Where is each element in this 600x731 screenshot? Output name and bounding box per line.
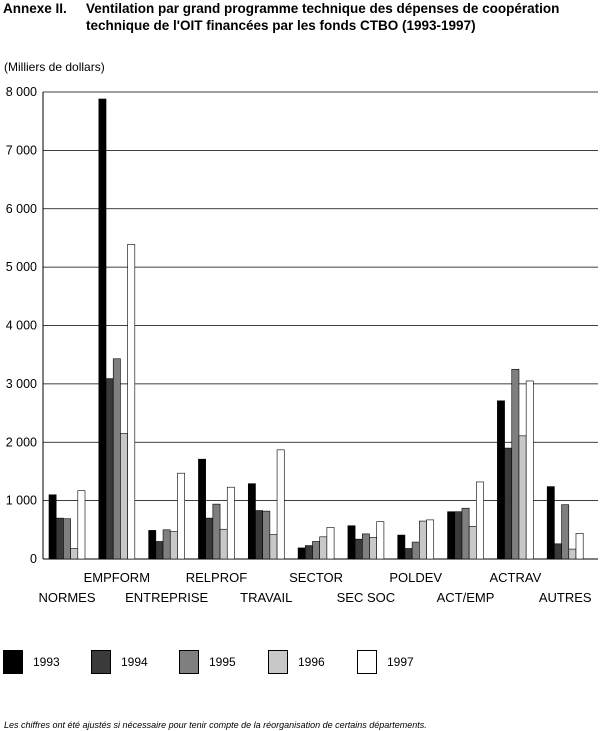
x-category-label: EMPFORM [84, 570, 150, 585]
bar-1993-normes [48, 494, 57, 560]
legend: 1993 1994 1995 1996 1997 [0, 650, 600, 680]
bar-1995-normes [63, 518, 71, 560]
legend-swatch [179, 650, 199, 674]
bar-1997-sector [326, 527, 335, 560]
legend-label: 1993 [33, 655, 60, 669]
bar-1996-empform [120, 433, 128, 560]
x-category-label: ENTREPRISE [125, 590, 208, 605]
x-category-label: POLDEV [389, 570, 442, 585]
x-category-label: NORMES [38, 590, 95, 605]
bar-1997-actrav [525, 380, 534, 560]
bar-1993-travail [247, 483, 256, 560]
bar-1996-sec-soc [369, 537, 378, 560]
bar-1997-autres [575, 533, 584, 560]
bar-1997-act-emp [476, 481, 484, 560]
bar-1996-act-emp [468, 526, 477, 560]
bar-1997-entreprise [177, 472, 185, 560]
legend-swatch [268, 650, 288, 674]
bar-1994-empform [105, 378, 114, 560]
bar-1995-sec-soc [362, 533, 370, 560]
bar-1994-entreprise [155, 541, 164, 560]
y-tick-label: 1 000 [6, 494, 37, 508]
bar-1994-act-emp [454, 511, 463, 560]
bar-1993-sec-soc [347, 525, 356, 560]
bar-1994-travail [255, 510, 263, 560]
legend-label: 1995 [209, 655, 236, 669]
bar-1994-autres [554, 543, 562, 560]
bar-1996-relprof [219, 528, 228, 560]
y-tick-label: 2 000 [6, 435, 37, 449]
x-category-label: AUTRES [539, 590, 592, 605]
bar-1997-empform [127, 244, 136, 560]
bar-1993-empform [98, 98, 107, 560]
bar-1996-sector [319, 536, 328, 560]
bar-1995-empform [112, 358, 121, 560]
bar-1993-entreprise [148, 530, 157, 560]
bar-1994-actrav [504, 447, 513, 560]
bar-1996-actrav [518, 435, 527, 560]
x-category-label: TRAVAIL [240, 590, 292, 605]
bar-chart: 0 1 000 2 000 3 000 4 000 5 000 6 000 7 000 8 00… [6, 85, 598, 605]
bar-1995-entreprise [162, 529, 171, 560]
bar-1995-actrav [511, 368, 520, 560]
footnote: Les chiffres ont été ajustés si nécessai… [4, 720, 427, 730]
bar-1993-autres [546, 486, 555, 560]
y-tick-label: 6 000 [6, 202, 37, 216]
annex-label: Annexe II. [3, 1, 67, 16]
x-category-label: SEC SOC [337, 590, 396, 605]
y-tick-label: 8 000 [6, 85, 37, 99]
x-category-label: ACT/EMP [437, 590, 495, 605]
bar-1997-poldev [426, 519, 435, 560]
bar-1997-relprof [226, 486, 235, 560]
bar-1993-sector [297, 547, 306, 560]
bar-1994-poldev [404, 548, 413, 560]
legend-label: 1996 [298, 655, 325, 669]
bar-1997-sec-soc [376, 521, 385, 560]
bar-1996-poldev [419, 520, 427, 560]
bar-1996-autres [568, 548, 577, 560]
bar-1995-autres [561, 504, 570, 560]
bar-1993-relprof [198, 458, 206, 560]
chart-title: Ventilation par grand programme techniqu… [86, 1, 560, 33]
y-tick-label: 7 000 [6, 143, 37, 157]
bar-1994-sector [304, 545, 313, 560]
legend-swatch [3, 650, 23, 674]
bar-1997-normes [77, 490, 86, 560]
y-axis-unit-label: (Milliers de dollars) [4, 60, 105, 74]
y-tick-label: 3 000 [6, 377, 37, 391]
bar-1995-poldev [411, 541, 420, 560]
bar-1994-sec-soc [354, 538, 363, 560]
x-category-label: RELPROF [186, 570, 247, 585]
x-category-label: ACTRAV [489, 570, 541, 585]
bar-1993-act-emp [447, 511, 456, 560]
bar-1996-entreprise [169, 531, 178, 560]
bar-1996-normes [70, 548, 79, 560]
bar-1993-poldev [397, 534, 406, 560]
legend-label: 1997 [387, 655, 414, 669]
bar-1995-sector [312, 541, 320, 560]
bar-1996-travail [269, 534, 278, 560]
bar-1997-travail [276, 449, 285, 560]
bar-1995-relprof [212, 503, 221, 560]
y-tick-label: 0 [30, 552, 37, 566]
x-category-label: SECTOR [289, 570, 343, 585]
bar-1994-relprof [205, 517, 214, 560]
y-tick-label: 4 000 [6, 319, 37, 333]
legend-label: 1994 [121, 655, 148, 669]
bar-1995-travail [262, 510, 271, 560]
y-tick-label: 5 000 [6, 260, 37, 274]
bar-1993-actrav [497, 400, 505, 560]
legend-swatch [91, 650, 111, 674]
bar-1995-act-emp [461, 507, 470, 560]
bar-1994-normes [55, 517, 64, 560]
legend-swatch [357, 650, 377, 674]
